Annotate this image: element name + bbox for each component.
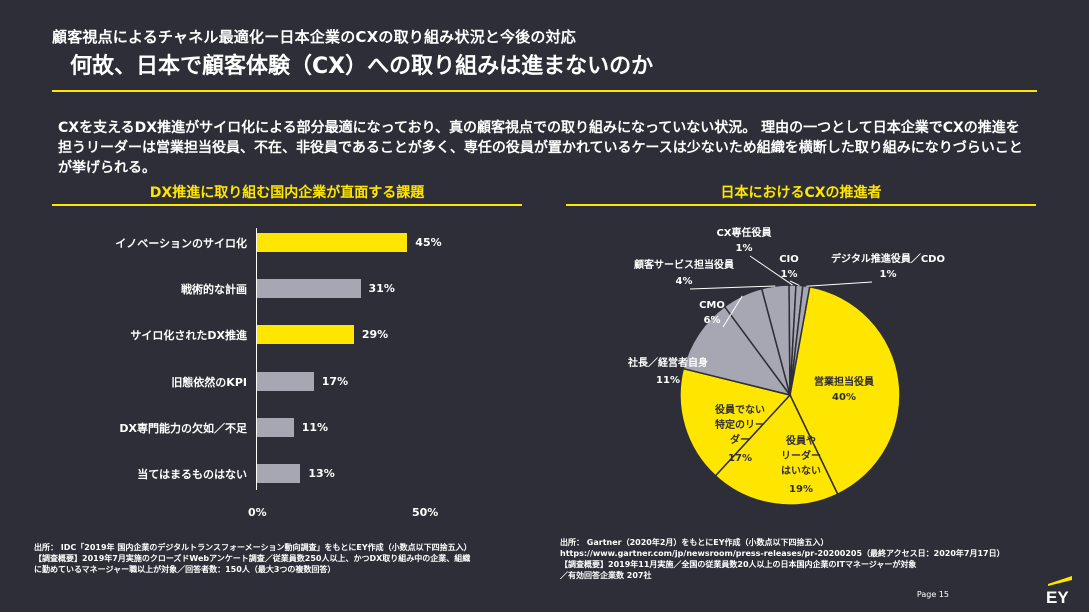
- source-left-line3: に勤めているマネージャー職以上が対象／回答者数：150人（最大3つの複数回答）: [34, 565, 336, 574]
- page-title: 何故、日本で顧客体験（CX）への取り組みは進まないのか: [70, 54, 654, 79]
- pie-slice: [679, 367, 792, 477]
- pie-label-cmo: CMO: [699, 300, 725, 311]
- bar: [257, 464, 301, 483]
- header-divider: [52, 90, 1037, 92]
- pie-leader-line: [806, 281, 873, 287]
- pie-slice: [723, 287, 791, 396]
- pie-leader-line: [722, 295, 743, 328]
- pie-value-cdo: 1%: [880, 269, 897, 280]
- pie-label-ceo: 社長／経営者自身: [627, 356, 708, 369]
- pie-leader-line: [749, 255, 793, 286]
- pie-chart-title: 日本におけるCXの推進者: [720, 185, 882, 201]
- source-right-line1: 出所： Gartner（2020年2月）をもとにEY作成（小数点以下四捨五入）: [560, 538, 829, 547]
- pie-label-nonexec-1: 役員でない: [715, 403, 765, 416]
- pie-slice: [789, 285, 901, 496]
- pie-label-service: 顧客サービス担当役員: [634, 258, 734, 271]
- pie-value-cio: 1%: [781, 269, 798, 280]
- bar-category-label: 当てはまるものはない: [137, 468, 247, 481]
- pie-value-nonexec: 17%: [728, 453, 752, 464]
- pie-label-nonexec-2: 特定のリー: [715, 418, 765, 431]
- bar-category-label: 旧態依然のKPI: [171, 375, 247, 389]
- pie-label-sales: 営業担当役員: [814, 375, 874, 388]
- bar-axis-line: [256, 228, 257, 490]
- pie-slice: [788, 284, 797, 396]
- bar-value-label: 11%: [301, 420, 329, 434]
- source-right-line4: ／有効回答企業数 207社: [560, 571, 652, 580]
- pie-label-cdo: デジタル推進役員／CDO: [831, 252, 945, 265]
- bar-chart-title: DX推進に取り組む国内企業が直面する課題: [149, 185, 425, 201]
- pie-value-sales: 40%: [832, 392, 856, 403]
- pie-leader-line: [689, 285, 776, 290]
- source-left-line2: 【調査概要】2019年7月実施のクローズドWebアンケート調査／従業員数250人…: [34, 554, 471, 563]
- page-number: Page 15: [916, 590, 949, 599]
- pie-label-nonexec-3: ダー: [730, 433, 750, 446]
- pie-label-none-1: 役員や: [786, 434, 816, 447]
- bar-value-label: 29%: [361, 328, 389, 342]
- bar: [257, 371, 314, 391]
- bar: [257, 233, 408, 252]
- bar-category-label: DX専門能力の欠如／不足: [119, 421, 247, 435]
- pie-slice: [714, 393, 839, 506]
- pie-label-none-2: リーダー: [781, 449, 821, 462]
- bar-value-label: 31%: [368, 282, 395, 296]
- source-right: 出所： Gartner（2020年2月）をもとにEY作成（小数点以下四捨五入） …: [560, 537, 1030, 581]
- source-left: 出所： IDC「2019年 国内企業のデジタルトランスフォーメーション動向調査」…: [34, 542, 554, 575]
- pie-label-cio: CIO: [779, 254, 799, 265]
- pie-value-cx: 1%: [736, 243, 753, 254]
- source-right-line2: https://www.gartner.com/jp/newsroom/pres…: [560, 549, 1005, 558]
- x-tick-50: 50%: [412, 506, 439, 519]
- bar-chart-divider: [52, 204, 522, 206]
- pie-chart-divider: [566, 204, 1036, 206]
- source-right-line3: 【調査概要】2019年11月実施／全国の従業員数20人以上の日本国内企業のITマ…: [560, 560, 917, 569]
- bar: [257, 279, 361, 299]
- pie-leader-line: [789, 280, 800, 286]
- intro-text: CXを支えるDX推進がサイロ化による部分最適になっており、真の顧客視点での取り組…: [58, 120, 1023, 176]
- pie-value-ceo: 11%: [656, 375, 680, 386]
- ey-logo-text: EY: [1046, 588, 1069, 604]
- pie-slice: [789, 284, 804, 396]
- pie-value-none: 19%: [789, 484, 813, 495]
- ey-logo: EY: [1046, 576, 1072, 604]
- pie-slice: [789, 284, 811, 396]
- bar-category-label: イノベーションのサイロ化: [115, 237, 247, 250]
- bar-category-label: サイロ化されたDX推進: [130, 329, 247, 343]
- bar-value-label: 17%: [321, 374, 349, 388]
- bar: [257, 325, 354, 345]
- bar: [257, 417, 294, 437]
- bar-value-label: 45%: [415, 236, 442, 249]
- source-left-line1: 出所： IDC「2019年 国内企業のデジタルトランスフォーメーション動向調査」…: [34, 543, 472, 552]
- x-tick-0: 0%: [248, 506, 267, 519]
- bar-value-label: 13%: [308, 467, 335, 480]
- pie-value-service: 4%: [676, 276, 693, 287]
- pie-slice: [682, 305, 792, 397]
- pie-value-cmo: 6%: [704, 315, 721, 326]
- pie-label-none-3: はいない: [781, 465, 821, 477]
- bar-category-label: 戦術的な計画: [181, 283, 247, 297]
- pie-label-cx: CX専任役員: [716, 226, 771, 239]
- header-title: 顧客視点によるチャネル最適化ー日本企業のCXの取り組み状況と今後の対応: [52, 28, 576, 46]
- pie-slice: [760, 284, 791, 396]
